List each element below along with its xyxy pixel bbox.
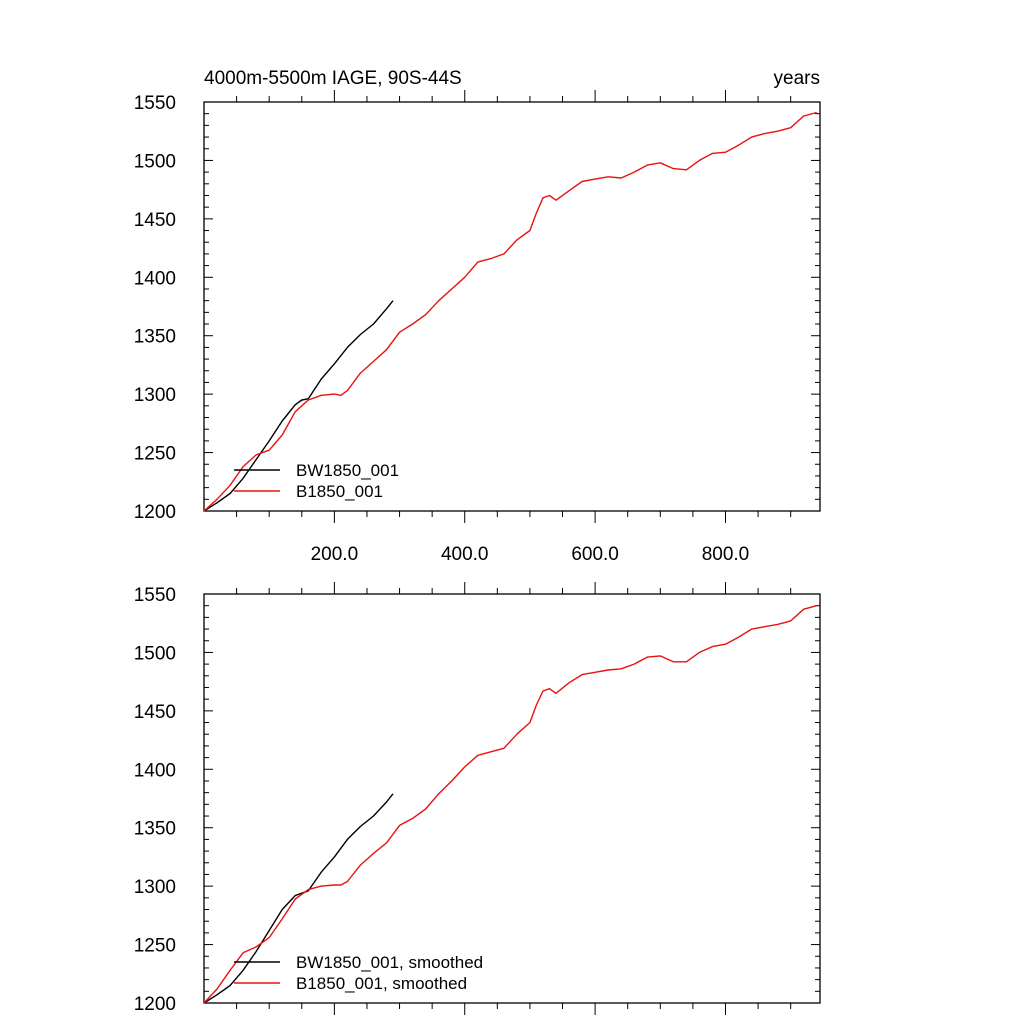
top-panel: 4000m-5500m IAGE, 90S-44S years 1200 1250… [134,68,821,565]
y-tick-label: 1200 [134,994,176,1015]
y-tick-label: 1400 [134,760,176,781]
y-tick-label: 1350 [134,819,176,840]
y-tick-label: 1250 [134,444,176,465]
y-tick-label: 1300 [134,385,176,406]
x-tick-label: 200.0 [311,544,359,565]
top-title-left: 4000m-5500m IAGE, 90S-44S [204,68,462,89]
top-title-right: years [774,68,820,89]
y-tick-label: 1450 [134,702,176,723]
x-tick-label: 800.0 [702,544,750,565]
top-series [203,111,817,512]
bottom-axes: 1200 1250 1300 1350 1400 1450 1500 1550 [134,582,821,1015]
y-tick-label: 1250 [134,936,176,957]
bottom-legend: BW1850_001, smoothed B1850_001, smoothed [234,953,483,993]
bottom-series [203,605,817,1004]
top-axes: 1200 1250 1300 1350 1400 1450 1500 1550 200.0 400… [134,90,821,565]
y-tick-label: 1500 [134,643,176,664]
legend-label: B1850_001 [296,482,383,501]
top-legend: BW1850_001 B1850_001 [234,461,399,501]
bottom-panel: 1200 1250 1300 1350 1400 1450 1500 1550 BW1850_… [134,582,821,1015]
series-line-b1850-001-smoothed [203,605,817,1004]
plot-frame [203,101,821,512]
series-line-bw1850-001-smoothed [203,793,394,1004]
x-tick-label: 400.0 [441,544,489,565]
y-tick-label: 1350 [134,327,176,348]
series-line-b1850-001 [203,111,817,512]
x-tick-label: 600.0 [571,544,619,565]
y-tick-label: 1500 [134,151,176,172]
y-tick-label: 1200 [134,502,176,523]
y-tick-label: 1550 [134,93,176,114]
y-tick-label: 1450 [134,210,176,231]
series-line-bw1850-001 [203,300,394,512]
legend-label: B1850_001, smoothed [296,974,467,993]
legend-label: BW1850_001, smoothed [296,953,483,972]
legend-label: BW1850_001 [296,461,399,480]
y-tick-label: 1300 [134,877,176,898]
y-tick-label: 1550 [134,585,176,606]
plot-frame [203,593,821,1004]
y-tick-label: 1400 [134,268,176,289]
